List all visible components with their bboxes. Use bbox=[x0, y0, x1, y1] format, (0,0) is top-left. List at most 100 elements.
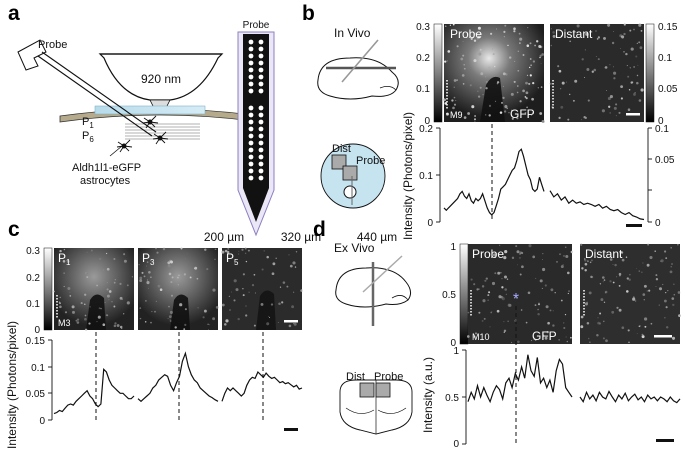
cell-speckle bbox=[611, 310, 615, 314]
cell-speckle bbox=[106, 294, 110, 298]
cell-speckle bbox=[678, 314, 681, 317]
cell-speckle bbox=[602, 337, 605, 340]
astrocyte-pointer bbox=[109, 145, 123, 157]
probe-fiber-dot bbox=[258, 88, 264, 94]
cell-speckle bbox=[492, 48, 494, 50]
cell-speckle bbox=[597, 58, 600, 61]
cell-speckle bbox=[561, 81, 565, 85]
cell-speckle bbox=[638, 23, 642, 27]
cell-speckle bbox=[237, 317, 240, 321]
cell-speckle bbox=[620, 97, 623, 100]
cell-speckle bbox=[580, 325, 584, 329]
cell-speckle bbox=[490, 32, 493, 35]
cell-speckle bbox=[618, 308, 622, 312]
cell-speckle bbox=[293, 291, 295, 293]
cell-speckle bbox=[544, 336, 548, 340]
cell-speckle bbox=[636, 42, 638, 45]
cell-speckle bbox=[477, 95, 481, 98]
cell-speckle bbox=[485, 80, 488, 83]
cell-speckle bbox=[593, 68, 597, 72]
cell-speckle bbox=[447, 50, 451, 53]
cell-speckle bbox=[605, 339, 608, 343]
cell-speckle bbox=[170, 294, 174, 297]
panel-c-depth-2: 320 µm bbox=[281, 230, 321, 244]
cell-speckle bbox=[638, 325, 641, 328]
cell-speckle bbox=[510, 92, 514, 96]
cell-speckle bbox=[503, 30, 506, 33]
cell-speckle bbox=[625, 52, 628, 56]
cell-speckle bbox=[501, 278, 503, 280]
cell-speckle bbox=[155, 300, 158, 303]
panel-d-distant-image: Distant bbox=[580, 243, 681, 344]
cell-speckle bbox=[204, 248, 207, 251]
cell-speckle bbox=[446, 60, 448, 62]
cell-speckle bbox=[108, 299, 110, 301]
cell-speckle bbox=[502, 85, 504, 87]
cell-speckle bbox=[84, 293, 87, 296]
cell-speckle bbox=[449, 24, 452, 26]
cell-speckle bbox=[558, 69, 562, 73]
cell-speckle bbox=[613, 71, 617, 75]
svg-text:0.1: 0.1 bbox=[655, 124, 669, 135]
panel-d-schematic-dist: Dist bbox=[346, 371, 365, 383]
cell-speckle bbox=[628, 341, 630, 343]
cell-speckle bbox=[584, 49, 586, 51]
cell-speckle bbox=[279, 286, 282, 288]
cell-speckle bbox=[143, 275, 146, 278]
cell-speckle bbox=[525, 321, 528, 324]
panel-c-colorbar: 0.3 0.2 0.1 0 bbox=[26, 246, 53, 336]
probe-fiber-dot bbox=[248, 119, 254, 125]
cell-speckle bbox=[539, 56, 541, 59]
panel-d-traces bbox=[467, 354, 681, 404]
cell-speckle bbox=[613, 31, 614, 32]
cell-speckle bbox=[293, 322, 297, 326]
cell-speckle bbox=[84, 303, 86, 306]
cell-speckle bbox=[214, 248, 216, 250]
cell-speckle bbox=[281, 301, 284, 304]
panel-d-stain-label: GFP bbox=[532, 329, 557, 343]
cell-speckle bbox=[513, 80, 516, 83]
cell-speckle bbox=[84, 314, 87, 317]
panel-c: c 200 µm 320 µm 440 µm 0.3 0.2 0.1 0 P1 … bbox=[5, 218, 397, 449]
cell-speckle bbox=[671, 336, 676, 340]
cell-speckle bbox=[492, 53, 495, 56]
cell-speckle bbox=[170, 281, 173, 284]
panel-b: b In Vivo Dist Probe 0.3 0.2 0.1 0 bbox=[302, 2, 678, 240]
probe-fiber-dot bbox=[248, 53, 254, 59]
cell-speckle bbox=[537, 308, 539, 311]
cell-speckle bbox=[527, 291, 531, 295]
cell-speckle bbox=[619, 47, 621, 49]
cell-speckle bbox=[612, 264, 614, 266]
cell-speckle bbox=[636, 74, 639, 77]
cell-speckle bbox=[560, 35, 563, 37]
cell-speckle bbox=[614, 263, 617, 267]
cell-speckle bbox=[584, 116, 587, 120]
cell-speckle bbox=[564, 313, 567, 316]
cell-speckle bbox=[629, 67, 631, 69]
panel-b-schematic-probe: Probe bbox=[356, 155, 385, 167]
panel-d-star-marker: * bbox=[513, 291, 519, 308]
cell-speckle bbox=[207, 323, 209, 325]
cell-speckle bbox=[141, 271, 144, 274]
cell-speckle bbox=[658, 304, 660, 306]
cell-speckle bbox=[504, 105, 508, 109]
cell-speckle bbox=[539, 279, 543, 283]
cell-speckle bbox=[207, 328, 210, 331]
cell-speckle bbox=[62, 260, 66, 263]
cell-speckle bbox=[616, 306, 619, 309]
cell-speckle bbox=[59, 305, 62, 309]
cell-speckle bbox=[212, 288, 216, 292]
cell-speckle bbox=[113, 257, 116, 261]
cell-speckle bbox=[167, 261, 171, 265]
cell-speckle bbox=[515, 296, 518, 299]
cell-speckle bbox=[271, 272, 275, 276]
cell-speckle bbox=[606, 90, 607, 91]
cell-speckle bbox=[169, 320, 172, 322]
cell-speckle bbox=[475, 332, 477, 335]
cell-speckle bbox=[638, 270, 641, 272]
cell-speckle bbox=[562, 264, 564, 266]
panel-b-schematic-dist: Dist bbox=[332, 143, 351, 155]
cell-speckle bbox=[615, 115, 617, 117]
cell-speckle bbox=[488, 66, 491, 69]
panel-c-trace-axes bbox=[48, 339, 53, 421]
